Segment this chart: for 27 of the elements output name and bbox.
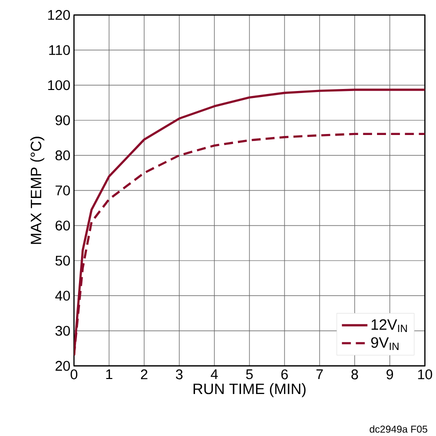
text: dc2949a F05 [370, 425, 428, 433]
x-tick-label: 3 [176, 369, 183, 380]
y-axis-title: MAX TEMP (°C) [30, 136, 44, 244]
x-tick-label: 1 [106, 369, 112, 380]
x-tick-label: 2 [140, 369, 148, 380]
x-axis-title: RUN TIME (MIN) [194, 383, 306, 398]
legend-label: 9V$_{IN}$ [371, 337, 398, 350]
x-tick-label: 0 [70, 369, 78, 380]
legend-label: 12V$_{IN}$ [372, 319, 407, 332]
y-tick-label: 110 [49, 45, 70, 56]
y-tick-label: 70 [56, 186, 70, 196]
y-tick-label: 30 [55, 326, 70, 336]
y-tick-label: 100 [48, 80, 70, 90]
y-tick-label: 80 [56, 150, 70, 160]
y-tick-label: 40 [55, 290, 70, 301]
x-tick-label: 6 [281, 369, 288, 380]
y-tick-label: 60 [56, 220, 70, 231]
y-tick-label: 90 [56, 115, 70, 126]
x-tick-label: 5 [246, 369, 253, 380]
y-tick-label: 20 [56, 360, 70, 371]
x-tick-label: 10 [418, 369, 432, 380]
y-tick-label: 120 [48, 10, 70, 20]
x-tick-label: 9 [386, 369, 394, 380]
x-tick-label: 8 [351, 369, 358, 380]
x-tick-label: 4 [210, 369, 218, 380]
y-tick-label: 50 [55, 256, 70, 266]
x-tick-label: 7 [316, 369, 323, 380]
